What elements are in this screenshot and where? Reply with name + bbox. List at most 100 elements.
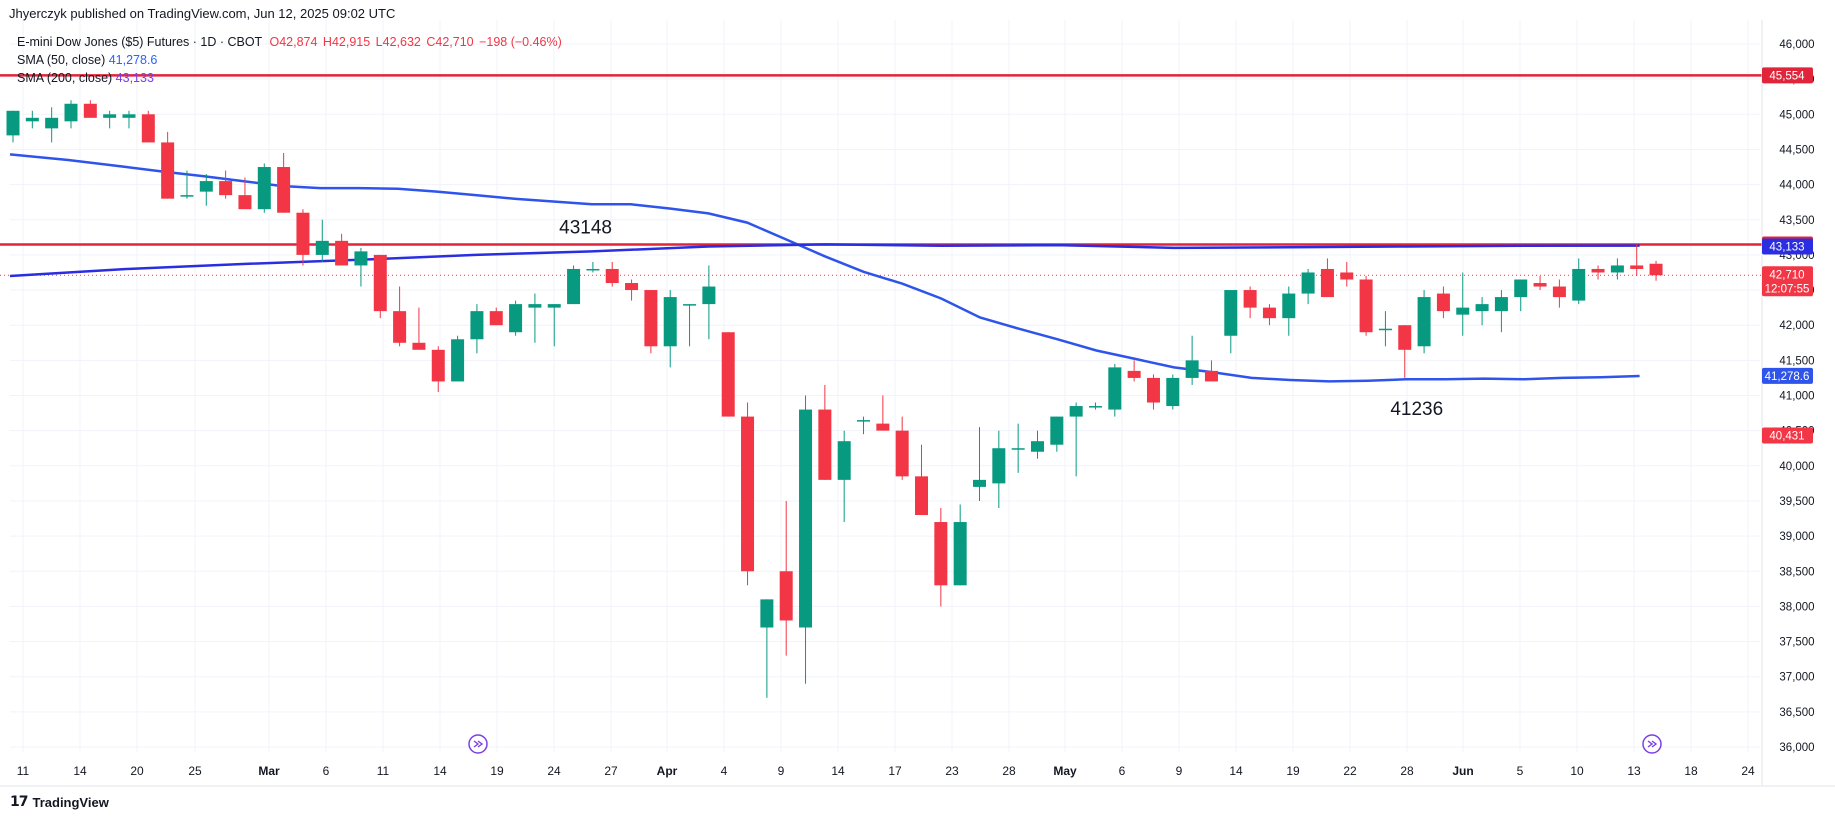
candle-body [1011, 448, 1025, 450]
candle [489, 307, 503, 326]
time-axis[interactable]: 11 14 20 25 Mar 6 11 14 19 24 27 Apr 4 9 14 17 23 28 May 6 9… [17, 764, 1755, 778]
x-tick-label: Mar [258, 764, 280, 778]
candle [799, 395, 813, 684]
x-tick-label: 14 [831, 764, 845, 778]
price-label-bg [1762, 266, 1813, 297]
candle [6, 110, 20, 143]
candle [915, 444, 929, 516]
candle-body [528, 304, 542, 308]
candle [1204, 360, 1218, 382]
candle [625, 279, 639, 301]
candle [1108, 363, 1122, 417]
price-axis[interactable]: 36,000 36,500 37,000 37,500 38,000 38,500 39,0… [1761, 20, 1815, 785]
x-tick-label: 6 [1119, 764, 1126, 778]
tradingview-logo[interactable]: 17 TradingView [10, 794, 109, 810]
candle [1301, 268, 1315, 305]
candle-body [161, 142, 175, 199]
candle-body [1494, 297, 1508, 312]
annotation-text: 43148 [559, 217, 612, 238]
y-tick-label: 40,000 [1779, 461, 1814, 473]
x-tick-label: Apr [657, 764, 678, 778]
candle-body [1378, 328, 1392, 331]
candle [431, 346, 445, 392]
candle-body [83, 103, 97, 118]
candle-body [934, 522, 948, 586]
legend-sma200-row[interactable]: SMA (200, close) 43,133 [17, 69, 564, 87]
candle-body [818, 409, 832, 480]
candle-body [1108, 367, 1122, 410]
candle [702, 265, 716, 340]
y-tick-label: 39,500 [1779, 496, 1814, 508]
candle [1436, 286, 1450, 319]
x-tick-label: 20 [130, 764, 144, 778]
legend-sma50-row[interactable]: SMA (50, close) 41,278.6 [17, 51, 564, 69]
y-tick-label: 46,000 [1779, 39, 1814, 51]
candle-body [760, 599, 774, 628]
candle [257, 163, 271, 213]
candle-body [1436, 293, 1450, 312]
candle [509, 300, 523, 336]
candle [1282, 286, 1296, 336]
price-label-text: 40,431 [1769, 431, 1804, 443]
candle [1340, 261, 1354, 287]
candle [741, 402, 755, 586]
x-tick-label: 14 [433, 764, 447, 778]
candle-body [296, 212, 310, 255]
published-by-line: Jhyerczyk published on TradingView.com, … [9, 6, 396, 21]
sma200-label: SMA (200, close) [17, 71, 113, 85]
candle [1417, 290, 1431, 354]
price-label-bg [1762, 238, 1813, 255]
candle [586, 261, 600, 273]
candle-body [1146, 377, 1160, 403]
candle-body [470, 311, 484, 340]
sma50-line [9, 153, 1640, 383]
candle-body [257, 167, 271, 210]
candle-body [837, 441, 851, 480]
x-tick-label: 18 [1684, 764, 1698, 778]
event-markers [468, 734, 1662, 754]
ohlc-high: H42,915 [322, 35, 371, 49]
candle-body [1533, 283, 1547, 287]
y-tick-label: 44,500 [1779, 144, 1814, 156]
candle-body [586, 268, 600, 271]
candle-body [1301, 272, 1315, 294]
candle-body [1475, 304, 1489, 312]
candle-body [489, 311, 503, 326]
x-tick-label: 19 [1286, 764, 1300, 778]
x-tick-label: 13 [1627, 764, 1641, 778]
candle-body [915, 476, 929, 516]
candle [876, 395, 890, 431]
x-tick-label: Jun [1452, 764, 1473, 778]
candle [1359, 275, 1373, 336]
candle-body [702, 286, 716, 305]
candle [1572, 258, 1586, 305]
candle-body [1185, 360, 1199, 378]
candle-body [6, 110, 20, 136]
y-tick-label: 45,000 [1779, 109, 1814, 121]
x-tick-label: 28 [1002, 764, 1016, 778]
x-tick-label: 25 [188, 764, 202, 778]
legend-symbol-row: E-mini Dow Jones ($5) Futures · 1D · CBO… [17, 33, 564, 51]
sma200-value: 43,133 [115, 71, 154, 85]
x-tick-label: 27 [604, 764, 618, 778]
candle-body [683, 304, 697, 306]
candle [141, 110, 155, 143]
symbol-name[interactable]: E-mini Dow Jones ($5) Futures · 1D · CBO… [17, 35, 262, 49]
candle-body [547, 304, 561, 308]
x-tick-label: 14 [1229, 764, 1243, 778]
candle-body [238, 195, 252, 210]
price-label: 40,431 [1762, 427, 1813, 444]
y-tick-label: 36,000 [1779, 742, 1814, 754]
candle-body [1224, 290, 1238, 336]
candle [1030, 430, 1044, 459]
candle [1069, 402, 1083, 477]
candle-body [1398, 325, 1412, 350]
ohlc-open: O42,874 [269, 35, 318, 49]
candle [1630, 244, 1644, 276]
candle-body [1050, 416, 1064, 445]
grid-lines [0, 20, 1835, 787]
candle [1224, 290, 1238, 354]
candle-body [1417, 297, 1431, 347]
candle-body [1243, 290, 1257, 308]
